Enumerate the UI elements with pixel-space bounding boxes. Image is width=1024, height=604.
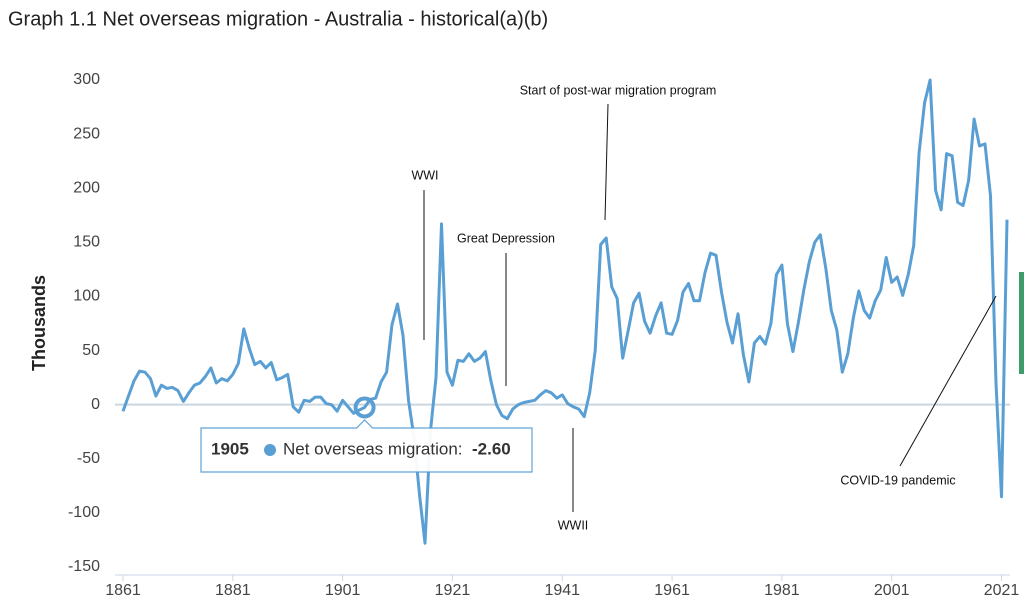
chart-title: Graph 1.1 Net overseas migration - Austr…: [8, 8, 548, 30]
x-tick-label: 1901: [325, 582, 361, 599]
annotation: Great Depression: [457, 231, 555, 245]
tooltip-value: -2.60: [472, 439, 511, 458]
annotation-line: [604, 103, 609, 221]
annotation: Start of post-war migration program: [520, 83, 717, 97]
y-tick-label: 0: [91, 396, 100, 413]
x-tick-label: 1881: [215, 582, 251, 599]
x-tick-label: 2021: [984, 582, 1020, 599]
tooltip-label: Net overseas migration:: [283, 439, 463, 458]
x-tick-label: 2001: [874, 582, 910, 599]
side-tab: [1019, 272, 1024, 374]
annotation: WWII: [558, 518, 589, 532]
annotation-line: [899, 295, 997, 467]
y-tick-label: 100: [73, 288, 100, 305]
y-axis-label: Thousands: [29, 275, 49, 371]
tooltip-dot: [264, 444, 276, 456]
y-tick-label: -150: [68, 558, 100, 575]
annotation: COVID-19 pandemic: [840, 473, 955, 487]
x-tick-label: 1861: [105, 582, 141, 599]
x-tick-label: 1961: [654, 582, 690, 599]
y-tick-label: 50: [82, 342, 100, 359]
y-tick-label: -50: [77, 450, 100, 467]
y-tick-label: 200: [73, 179, 100, 196]
y-tick-label: 250: [73, 125, 100, 142]
hover-marker: [353, 396, 376, 419]
y-tick-label: -100: [68, 504, 100, 521]
annotation: WWI: [411, 168, 438, 182]
y-tick-label: 300: [73, 71, 100, 88]
x-tick-label: 1921: [435, 582, 471, 599]
plot-area: -150 -100 -50 0 50 100 150 200 250 300 1861 1881 190…: [68, 71, 1019, 599]
tooltip: 1905 Net overseas migration: -2.60: [200, 396, 533, 473]
tooltip-box: [200, 419, 533, 473]
series-line: [121, 78, 1009, 545]
x-tick-label: 1941: [544, 582, 580, 599]
tooltip-x: 1905: [211, 439, 249, 458]
x-tick-label: 1981: [764, 582, 800, 599]
y-tick-label: 150: [73, 234, 100, 251]
